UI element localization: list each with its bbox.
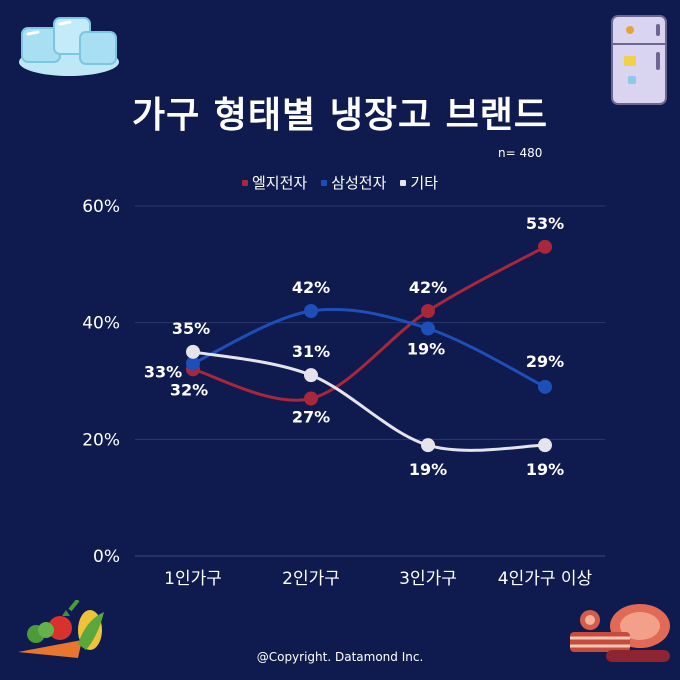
legend-label-lg: 엘지전자 bbox=[251, 174, 308, 192]
data-label-other: 35% bbox=[172, 319, 210, 338]
series-line-other bbox=[192, 350, 546, 452]
y-tick-label: 60% bbox=[82, 197, 120, 217]
data-point-samsung bbox=[186, 356, 200, 371]
y-tick-label: 0% bbox=[93, 547, 120, 567]
y-tick-label: 40% bbox=[82, 314, 120, 334]
series-line-lg bbox=[192, 245, 546, 402]
sample-size: n= 480 bbox=[498, 146, 543, 160]
data-label-other: 19% bbox=[526, 460, 564, 479]
chart-legend: 엘지전자 삼성전자 기타 bbox=[0, 172, 680, 193]
y-tick-label: 20% bbox=[82, 430, 120, 450]
data-point-other bbox=[421, 438, 435, 453]
data-point-samsung bbox=[538, 379, 552, 394]
data-label-samsung: 33% bbox=[144, 363, 182, 382]
data-label-lg: 32% bbox=[170, 380, 208, 399]
data-point-other bbox=[304, 368, 318, 383]
data-point-samsung bbox=[421, 321, 435, 336]
legend-item-samsung: 삼성전자 bbox=[321, 172, 386, 193]
data-label-lg: 42% bbox=[409, 278, 447, 297]
vegetables-icon bbox=[18, 600, 104, 658]
legend-item-other: 기타 bbox=[400, 172, 438, 193]
data-point-lg bbox=[538, 239, 552, 254]
legend-swatch-other bbox=[400, 179, 407, 186]
legend-swatch-lg bbox=[241, 179, 248, 186]
x-tick-label: 2인가구 bbox=[282, 569, 340, 589]
data-label-other: 19% bbox=[409, 460, 447, 479]
data-label-samsung: 42% bbox=[292, 278, 330, 297]
page-title: 가구 형태별 냉장고 브랜드 bbox=[132, 95, 548, 136]
data-label-samsung: 29% bbox=[526, 352, 564, 371]
data-label-other: 31% bbox=[292, 342, 330, 361]
data-label-lg: 53% bbox=[526, 214, 564, 233]
meat-icon bbox=[570, 604, 670, 662]
data-point-other bbox=[186, 344, 200, 359]
x-tick-label: 4인가구 이상 bbox=[498, 569, 593, 589]
data-point-lg bbox=[421, 304, 435, 318]
data-point-other bbox=[538, 438, 552, 453]
legend-swatch-samsung bbox=[321, 179, 328, 186]
data-label-samsung: 19% bbox=[407, 340, 445, 359]
refrigerator-icon bbox=[611, 15, 667, 105]
series-line-samsung bbox=[192, 307, 546, 389]
x-tick-label: 1인가구 bbox=[164, 569, 222, 589]
legend-label-other: 기타 bbox=[410, 174, 438, 192]
legend-label-samsung: 삼성전자 bbox=[331, 174, 387, 192]
copyright-footer: @Copyright. Datamond Inc. bbox=[256, 650, 424, 664]
legend-item-lg: 엘지전자 bbox=[241, 172, 308, 193]
data-label-lg: 27% bbox=[292, 408, 330, 427]
data-point-samsung bbox=[304, 304, 318, 318]
x-tick-label: 3인가구 bbox=[399, 569, 457, 589]
data-point-lg bbox=[304, 391, 318, 406]
ice-cubes-icon bbox=[19, 17, 119, 76]
